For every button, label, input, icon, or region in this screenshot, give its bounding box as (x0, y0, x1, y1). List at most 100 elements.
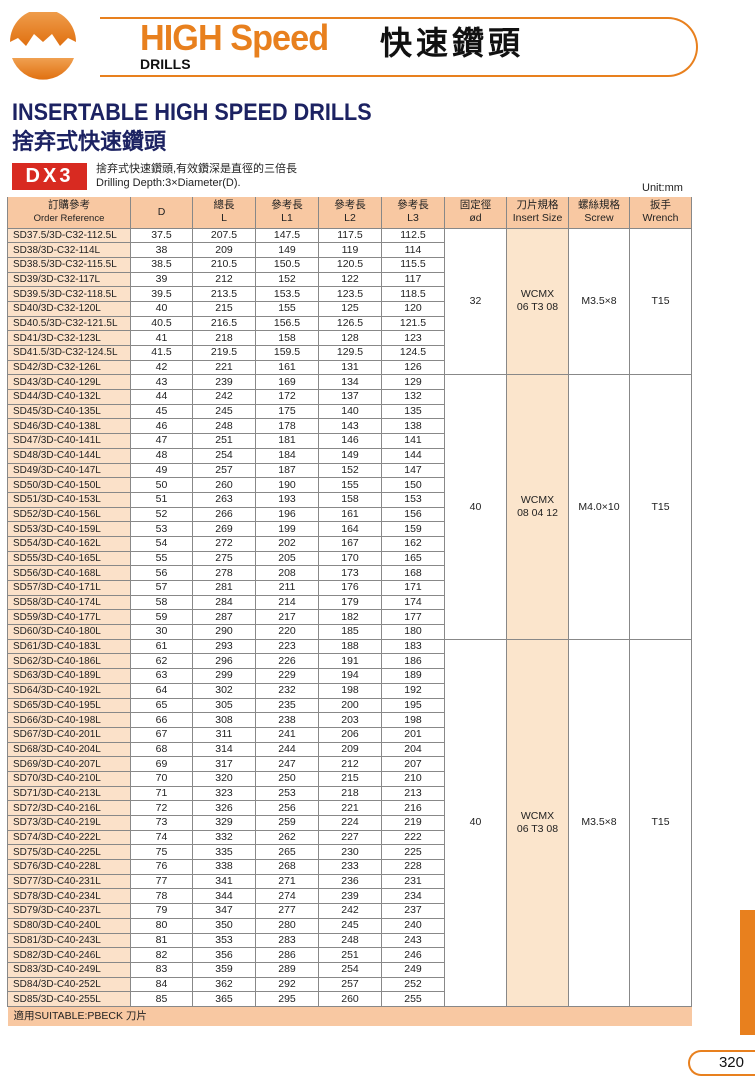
length-l2: 200 (318, 697, 382, 714)
diameter: 43 (130, 374, 193, 391)
order-reference: SD70/3D-C40-210L (7, 770, 131, 787)
diameter: 41 (130, 330, 193, 346)
side-tab (740, 910, 755, 1035)
total-length: 329 (192, 815, 256, 831)
table-row: SD40.5/3D-C32-121.5L 40.5 216.5 156.5 126.5 1… (7, 315, 692, 332)
length-l2: 221 (318, 800, 382, 816)
length-l1: 295 (255, 991, 319, 1007)
dx3-badge: DX3 (12, 163, 87, 190)
total-length: 219.5 (192, 345, 256, 361)
wrench: T15 (629, 374, 692, 640)
column-header-en: Wrench (642, 212, 679, 225)
column-header: 參考長 L2 (318, 197, 382, 228)
length-l1: 190 (255, 477, 319, 493)
diameter: 81 (130, 932, 193, 949)
length-l1: 172 (255, 389, 319, 405)
diameter: 42 (130, 359, 193, 376)
screw: M3.5×8 (568, 638, 630, 1007)
diameter: 71 (130, 785, 193, 802)
table-row: SD71/3D-C40-213L 71 323 253 218 213 (7, 785, 692, 802)
length-l3: 237 (381, 903, 445, 919)
diameter: 52 (130, 506, 193, 523)
length-l2: 218 (318, 785, 382, 802)
total-length: 213.5 (192, 286, 256, 302)
order-reference: SD43/3D-C40-129L (7, 374, 131, 391)
length-l1: 153.5 (255, 286, 319, 302)
length-l2: 137 (318, 389, 382, 405)
length-l3: 183 (381, 638, 445, 655)
order-reference: SD73/3D-C40-219L (7, 815, 131, 831)
diameter: 84 (130, 976, 193, 993)
diameter: 47 (130, 433, 193, 449)
total-length: 341 (192, 873, 256, 890)
diameter: 74 (130, 829, 193, 846)
length-l1: 268 (255, 859, 319, 875)
table-row: SD37.5/3D-C32-112.5L 37.5 207.5 147.5 117.5 1… (7, 227, 692, 376)
diameter: 54 (130, 535, 193, 552)
total-length: 284 (192, 594, 256, 611)
order-reference: SD54/3D-C40-162L (7, 535, 131, 552)
length-l3: 231 (381, 873, 445, 890)
total-length: 281 (192, 580, 256, 596)
insert-size-line: 06 T3 08 (516, 822, 559, 835)
total-length: 365 (192, 991, 256, 1007)
length-l1: 289 (255, 961, 319, 978)
diameter: 66 (130, 712, 193, 728)
diameter: 50 (130, 477, 193, 493)
diameter: 30 (130, 624, 193, 640)
total-length: 323 (192, 785, 256, 802)
column-header: 參考長 L3 (381, 197, 445, 228)
length-l2: 125 (318, 300, 382, 317)
diameter: 57 (130, 580, 193, 596)
total-length: 308 (192, 712, 256, 728)
length-l3: 117 (381, 271, 445, 288)
length-l2: 123.5 (318, 286, 382, 302)
column-header-cn: 參考長 (271, 199, 303, 212)
total-length: 266 (192, 506, 256, 523)
table-row: SD39/3D-C32-117L 39 212 152 122 117 (7, 271, 692, 288)
page-number: 320 (688, 1050, 755, 1076)
table-row: SD66/3D-C40-198L 66 308 238 203 198 (7, 712, 692, 728)
fixed-diameter: 40 (444, 374, 507, 640)
length-l1: 211 (255, 580, 319, 596)
length-l1: 156.5 (255, 315, 319, 332)
diameter: 83 (130, 961, 193, 978)
header-title-cn: 快速鑽頭 (380, 25, 525, 61)
order-reference: SD49/3D-C40-147L (7, 462, 131, 479)
length-l1: 286 (255, 947, 319, 963)
column-header: D (130, 197, 193, 228)
table-row: SD49/3D-C40-147L 49 257 187 152 147 (7, 462, 692, 479)
diameter: 65 (130, 697, 193, 714)
table-row: SD48/3D-C40-144L 48 254 184 149 144 (7, 447, 692, 464)
table-row: SD75/3D-C40-225L 75 335 265 230 225 (7, 844, 692, 861)
length-l1: 283 (255, 932, 319, 949)
length-l1: 256 (255, 800, 319, 816)
length-l3: 168 (381, 565, 445, 581)
order-reference: SD55/3D-C40-165L (7, 550, 131, 567)
column-header-cn: 固定徑 (459, 199, 492, 212)
diameter: 40.5 (130, 315, 193, 332)
column-header-cn: 扳手 (650, 199, 671, 212)
length-l2: 176 (318, 580, 382, 596)
length-l1: 277 (255, 903, 319, 919)
total-length: 221 (192, 359, 256, 376)
length-l3: 246 (381, 947, 445, 963)
table-row: SD43/3D-C40-129L 43 239 169 134 129 40 WCMX 08 0… (7, 374, 692, 640)
length-l2: 194 (318, 668, 382, 684)
total-length: 338 (192, 859, 256, 875)
diameter: 44 (130, 389, 193, 405)
diameter: 80 (130, 917, 193, 934)
order-reference: SD84/3D-C40-252L (7, 976, 131, 993)
total-length: 263 (192, 491, 256, 508)
length-l1: 238 (255, 712, 319, 728)
diameter: 61 (130, 638, 193, 655)
order-reference: SD38/3D-C32-114L (7, 242, 131, 258)
diameter: 69 (130, 756, 193, 772)
length-l3: 222 (381, 829, 445, 846)
header-subtitle: DRILLS (140, 56, 191, 72)
table-row: SD41.5/3D-C32-124.5L 41.5 219.5 159.5 129.5 1… (7, 345, 692, 361)
diameter: 76 (130, 859, 193, 875)
insert-size-line: WCMX (520, 494, 555, 507)
length-l1: 253 (255, 785, 319, 802)
length-l2: 164 (318, 521, 382, 537)
